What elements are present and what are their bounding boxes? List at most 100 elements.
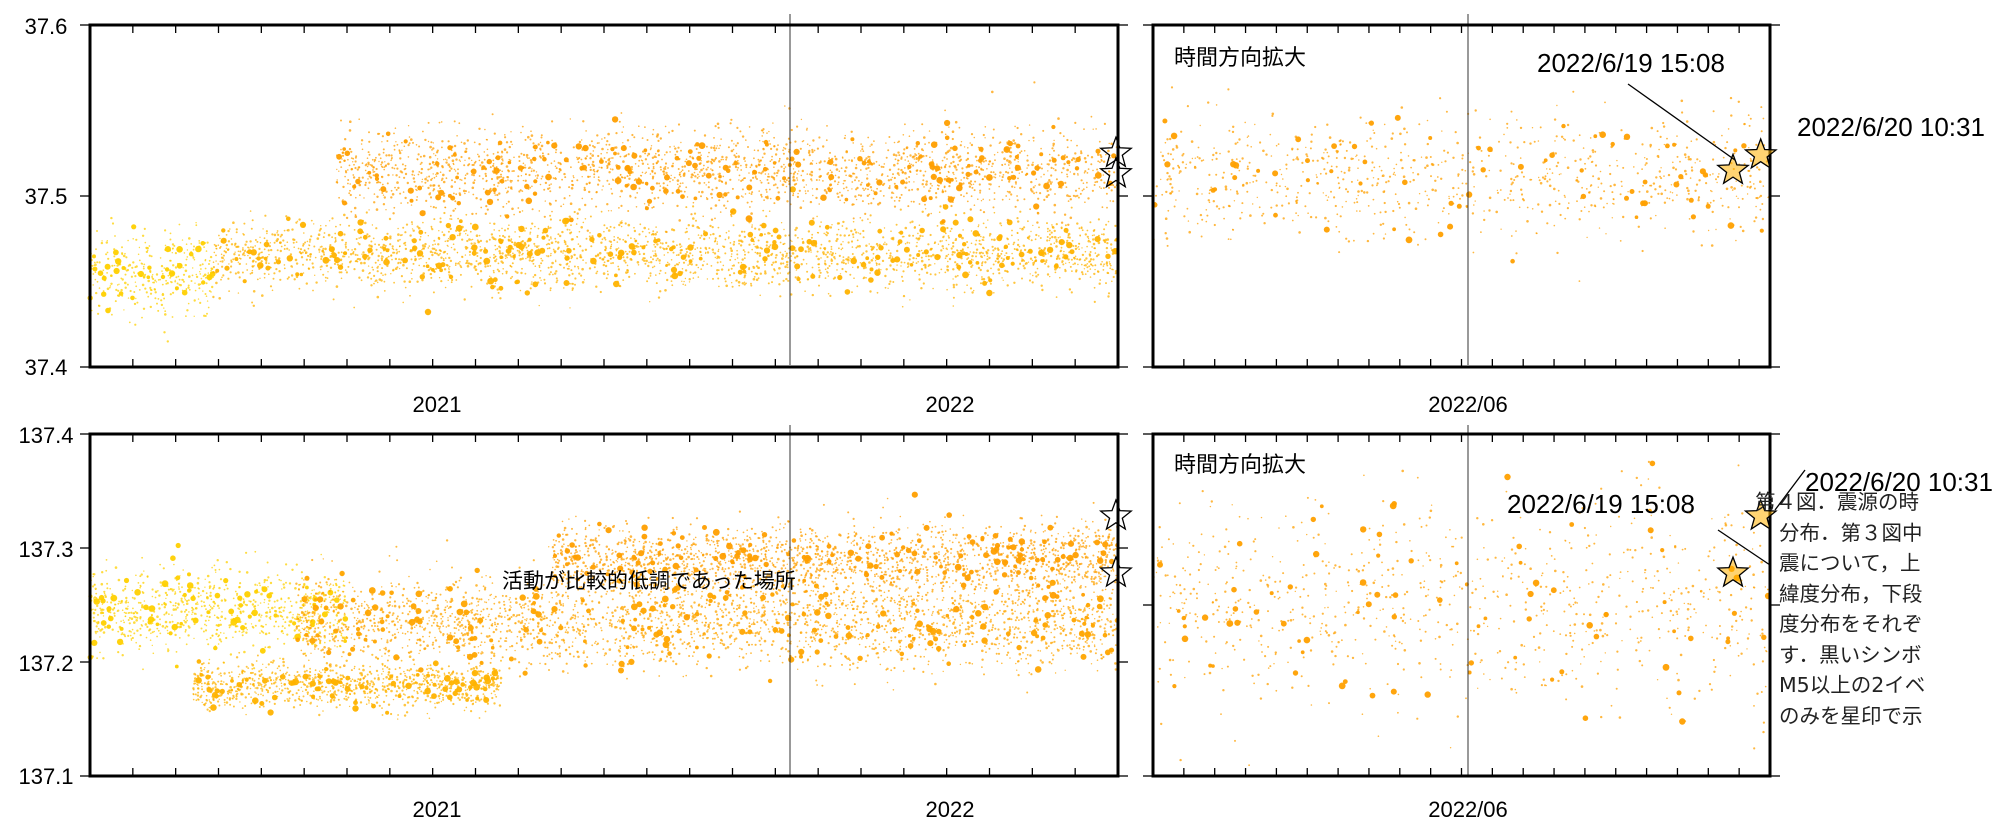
event-dot (992, 171, 995, 174)
event-dot (697, 234, 700, 236)
event-dot (630, 258, 633, 261)
event-dot (961, 167, 964, 170)
event-dot (492, 277, 498, 283)
event-dot (830, 245, 833, 248)
event-dot (349, 193, 352, 197)
event-dot (1004, 163, 1006, 166)
event-dot (773, 172, 776, 175)
event-dot (861, 181, 863, 184)
event-dot (1053, 203, 1057, 207)
event-dot (404, 286, 407, 289)
event-dot (380, 186, 387, 193)
event-dot (1034, 259, 1038, 262)
event-dot (265, 230, 268, 233)
event-dot (696, 168, 698, 171)
event-dot (875, 160, 878, 163)
event-dot (890, 196, 893, 199)
event-dot (847, 189, 849, 192)
event-dot (466, 264, 470, 268)
event-dot (420, 167, 424, 171)
event-dot (969, 183, 972, 185)
event-dot (435, 175, 438, 177)
event-dot (758, 163, 761, 166)
event-dot (215, 281, 218, 285)
event-dot (441, 146, 443, 149)
event-dot (446, 239, 449, 243)
event-dot (1038, 247, 1041, 250)
event-dot (265, 259, 268, 262)
event-dot (700, 168, 703, 172)
event-dot (936, 184, 939, 186)
event-dot (470, 239, 473, 241)
event-dot (394, 164, 397, 167)
event-dot (711, 173, 715, 176)
event-dot (807, 248, 810, 250)
event-dot (719, 261, 722, 263)
event-dot (549, 214, 552, 217)
event-dot (221, 265, 224, 268)
event-dot (168, 269, 172, 272)
event-dot (505, 203, 508, 205)
event-dot (522, 162, 525, 165)
event-dot (130, 275, 133, 278)
event-dot (439, 217, 442, 220)
event-dot (1017, 267, 1020, 270)
event-dot (786, 266, 789, 269)
event-dot (589, 168, 592, 172)
event-dot (585, 182, 588, 186)
event-dot (988, 278, 993, 283)
event-dot (754, 245, 757, 248)
event-dot (718, 147, 720, 150)
event-dot (612, 256, 615, 259)
event-dot (509, 179, 512, 182)
event-dot (897, 151, 900, 154)
event-dot (528, 157, 531, 159)
event-dot (758, 190, 760, 192)
event-dot (728, 268, 730, 270)
event-dot (371, 266, 374, 269)
event-dot (606, 203, 609, 206)
event-dot (247, 249, 253, 255)
event-dot (645, 244, 648, 247)
event-dot (436, 252, 438, 255)
event-dot (876, 291, 879, 294)
event-dot (249, 240, 252, 243)
event-dot (572, 283, 574, 285)
event-dot (319, 268, 322, 271)
event-dot (582, 221, 585, 224)
event-dot (379, 181, 382, 184)
event-dot (685, 259, 687, 262)
event-dot (393, 148, 396, 151)
event-dot (862, 229, 865, 233)
event-dot (664, 272, 667, 274)
event-dot (787, 150, 790, 153)
event-dot (687, 224, 690, 227)
event-dot (568, 229, 571, 231)
event-dot (379, 157, 382, 160)
event-dot (563, 157, 569, 163)
event-dot (510, 255, 513, 258)
event-dot (539, 183, 542, 186)
event-dot (393, 132, 395, 135)
event-dot (188, 288, 191, 291)
event-dot (807, 230, 811, 233)
event-dot (1105, 253, 1111, 259)
event-dot (392, 174, 394, 176)
event-dot (345, 202, 348, 205)
event-dot (750, 284, 753, 287)
event-dot (581, 162, 584, 165)
event-dot (460, 266, 463, 269)
event-dot (673, 176, 676, 179)
event-dot (1087, 237, 1090, 240)
event-dot (1033, 203, 1040, 210)
event-dot (906, 262, 910, 265)
event-dot (428, 162, 432, 166)
event-dot (662, 247, 664, 249)
event-dot (1004, 269, 1007, 272)
event-dot (150, 255, 153, 258)
event-dot (747, 251, 750, 254)
event-dot (222, 254, 225, 257)
event-dot (286, 241, 289, 243)
event-dot (772, 240, 777, 245)
event-dot (1114, 224, 1117, 227)
